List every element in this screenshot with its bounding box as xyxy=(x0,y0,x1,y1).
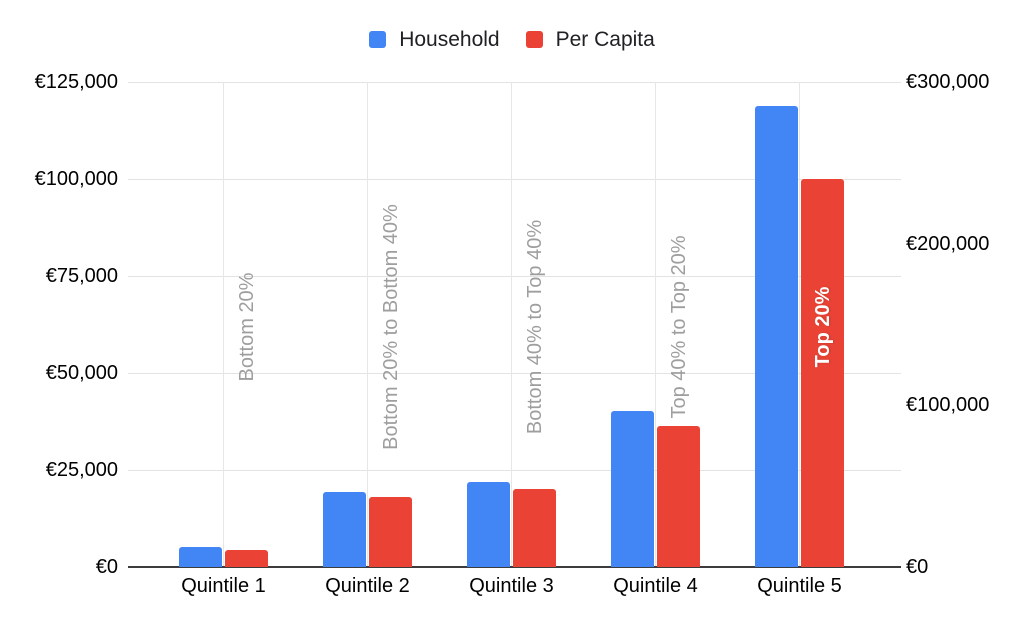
legend-swatch-household xyxy=(369,31,387,48)
legend-label-household: Household xyxy=(399,28,500,51)
bar-per-capita-quintile-3 xyxy=(513,489,556,567)
bar-household-quintile-5 xyxy=(755,106,798,567)
gridline-horizontal xyxy=(128,81,901,83)
legend-label-per-capita: Per Capita xyxy=(555,28,655,51)
bar-per-capita-quintile-4 xyxy=(657,426,700,567)
annotation-label: Top 20% xyxy=(811,286,834,368)
right-axis-tick-label: €100,000 xyxy=(906,394,990,417)
x-axis-label-quintile-4: Quintile 4 xyxy=(613,575,698,597)
annotation-label: Bottom 20% xyxy=(235,272,258,382)
annotation-label: Top 40% to Top 20% xyxy=(667,235,690,419)
annotation-label: Bottom 40% to Top 40% xyxy=(523,219,546,435)
x-axis-label-quintile-3: Quintile 3 xyxy=(469,575,554,597)
left-axis-tick-label: €0 xyxy=(95,556,118,578)
bar-per-capita-quintile-5 xyxy=(801,179,844,567)
left-axis-tick-label: €100,000 xyxy=(34,168,118,190)
gridline-vertical xyxy=(655,82,656,567)
right-axis-tick-label: €200,000 xyxy=(906,232,990,255)
chart-legend: Household Per Capita xyxy=(0,29,1024,50)
gridline-horizontal xyxy=(128,275,901,277)
gridline-vertical xyxy=(511,82,512,567)
x-axis-label-quintile-5: Quintile 5 xyxy=(757,575,842,597)
gridline-horizontal xyxy=(128,469,901,471)
x-axis-label-quintile-2: Quintile 2 xyxy=(325,575,410,597)
right-axis-tick-label: €0 xyxy=(906,556,929,578)
gridline-horizontal xyxy=(128,178,901,180)
legend-swatch-per-capita xyxy=(525,31,543,48)
legend-item-household: Household xyxy=(369,28,500,51)
bar-household-quintile-2 xyxy=(323,491,366,567)
bar-per-capita-quintile-1 xyxy=(225,549,268,567)
gridline-vertical xyxy=(799,82,800,567)
gridline-vertical xyxy=(367,82,368,567)
bar-per-capita-quintile-2 xyxy=(369,497,412,567)
gridline-vertical xyxy=(223,82,224,567)
right-axis-tick-label: €300,000 xyxy=(906,71,990,93)
left-axis-tick-label: €25,000 xyxy=(45,459,118,481)
gridline-horizontal xyxy=(128,372,901,374)
left-axis-tick-label: €125,000 xyxy=(34,71,118,93)
legend-item-per-capita: Per Capita xyxy=(525,28,655,51)
bar-household-quintile-4 xyxy=(611,410,654,567)
annotation-label: Bottom 20% to Bottom 40% xyxy=(379,204,402,450)
bar-household-quintile-3 xyxy=(467,482,510,567)
x-axis-label-quintile-1: Quintile 1 xyxy=(181,575,266,597)
x-axis-line xyxy=(128,566,901,568)
left-axis-tick-label: €75,000 xyxy=(45,265,118,287)
bar-household-quintile-1 xyxy=(179,546,222,567)
left-axis-tick-label: €50,000 xyxy=(45,362,118,384)
